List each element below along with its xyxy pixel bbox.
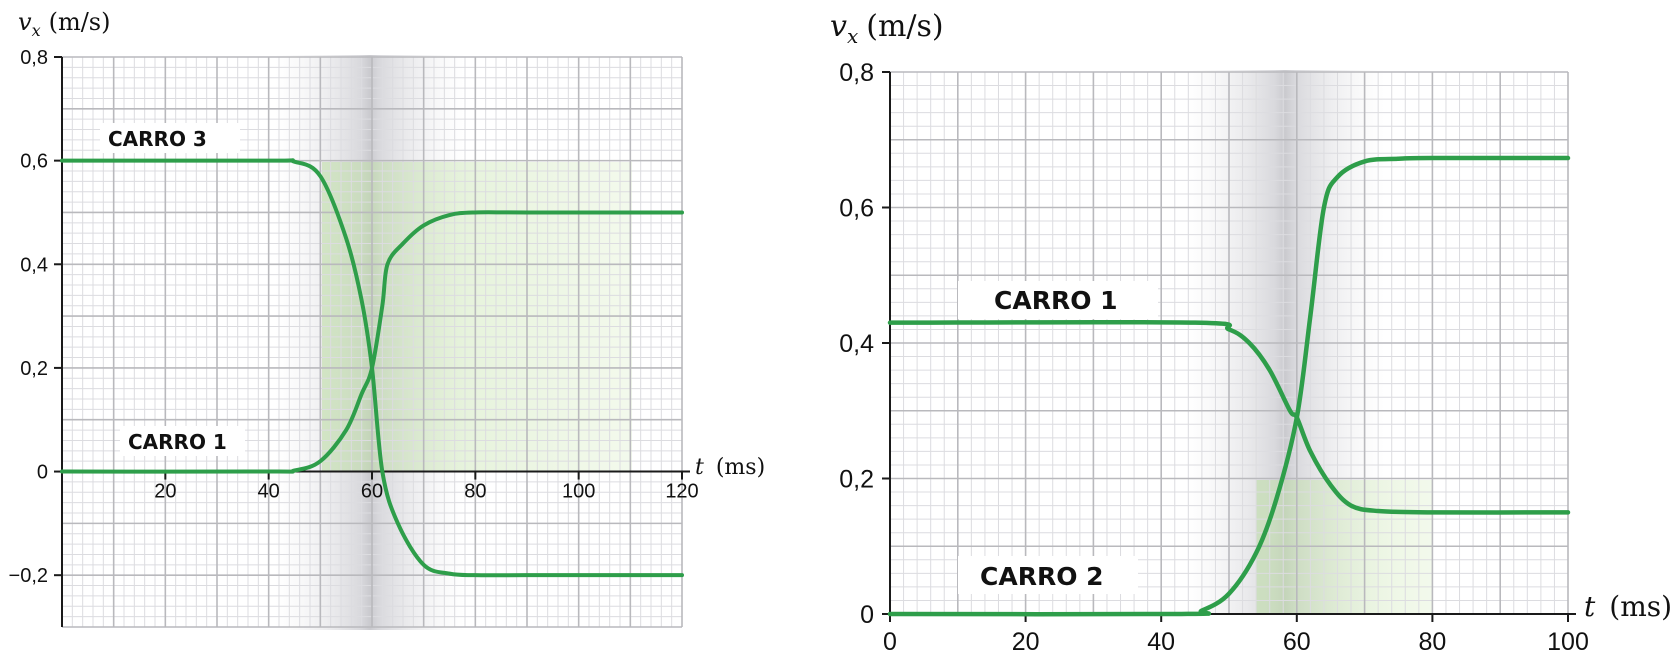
chart-1-ylabel-var: v: [18, 8, 32, 36]
x-tick-label: 0: [883, 628, 897, 656]
x-tick-label: 100: [1547, 628, 1589, 656]
chart-1-ylabel-unit: (m/s): [49, 8, 111, 36]
x-tick-label: 40: [1147, 628, 1175, 656]
series-line-carro-1: [60, 210, 684, 474]
chart-2-series: [887, 155, 1571, 617]
chart-1-xlabel-var: t: [695, 455, 704, 480]
y-tick-label: 0,6: [20, 151, 48, 173]
chart-2-label-bg-carro-1: [958, 281, 1158, 319]
y-tick-label: 0,6: [839, 194, 874, 222]
chart-1-label-bg-carro-1: [120, 426, 245, 456]
y-tick-label: 0,2: [20, 358, 48, 380]
chart-1-label-carro-3: CARRO 3: [108, 127, 207, 151]
y-tick-label: 0,2: [839, 465, 874, 493]
chart-2-ylabel-unit: (m/s): [866, 9, 943, 44]
y-tick-label: 0,8: [20, 47, 48, 69]
chart-1-ylabel-sub: x: [32, 21, 41, 40]
x-tick-label: 20: [154, 481, 176, 503]
chart-1-major-grid: [61, 56, 683, 628]
x-tick-label: 100: [562, 481, 595, 503]
chart-2-ylabel-sub: x: [847, 24, 858, 48]
chart-2-ylabel: vx (m/s): [830, 9, 944, 48]
y-tick-label: 0,4: [20, 254, 48, 276]
chart-2-label-carro-1: CARRO 1: [994, 286, 1118, 315]
chart-2-xlabel-unit: (ms): [1609, 590, 1672, 623]
chart-2-label-carro-2: CARRO 2: [980, 562, 1104, 591]
chart-1-xlabel-unit: (ms): [716, 455, 765, 480]
chart-1-xlabel: t (ms): [695, 455, 765, 480]
chart-2-label-bg-carro-2: [958, 556, 1138, 594]
chart-2-xlabel-var: t: [1584, 590, 1596, 623]
x-tick-label: 80: [464, 481, 486, 503]
chart-1-ylabel: vx (m/s): [18, 8, 110, 40]
chart-2-ylabel-var: v: [830, 9, 847, 44]
chart-2-tick-labels: 0 20 40 60 80 100 0 0,2 0,4 0,6 0,8: [839, 59, 1589, 656]
x-tick-label: 120: [665, 481, 698, 503]
chart-1-label-carro-1: CARRO 1: [128, 430, 227, 454]
y-tick-label: −0,2: [9, 565, 48, 587]
chart-1-series: [60, 158, 684, 578]
chart-1: 20 40 60 80 100 120−0,200,20,40,60,8 vx (m/s) …: [9, 8, 765, 630]
x-tick-label: 20: [1012, 628, 1040, 656]
x-tick-label: 40: [258, 481, 280, 503]
series-line-carro-3: [60, 158, 684, 578]
y-tick-label: 0: [37, 462, 48, 484]
series-line-carro-2: [887, 155, 1571, 617]
y-tick-label: 0: [860, 601, 874, 629]
y-tick-label: 0,8: [839, 59, 874, 87]
x-tick-label: 80: [1418, 628, 1446, 656]
series-line-carro-1: [887, 319, 1571, 515]
y-tick-label: 0,4: [839, 330, 874, 358]
chart-1-green-region: [322, 162, 632, 472]
chart-2-xlabel: t (ms): [1584, 590, 1672, 623]
x-tick-label: 60: [361, 481, 383, 503]
x-tick-label: 60: [1283, 628, 1311, 656]
chart-1-tick-labels: 20 40 60 80 100 120 −0,2 0 0,2 0,4 0,6 0,8: [9, 47, 699, 587]
chart-1-label-bg-carro-3: [100, 123, 240, 153]
